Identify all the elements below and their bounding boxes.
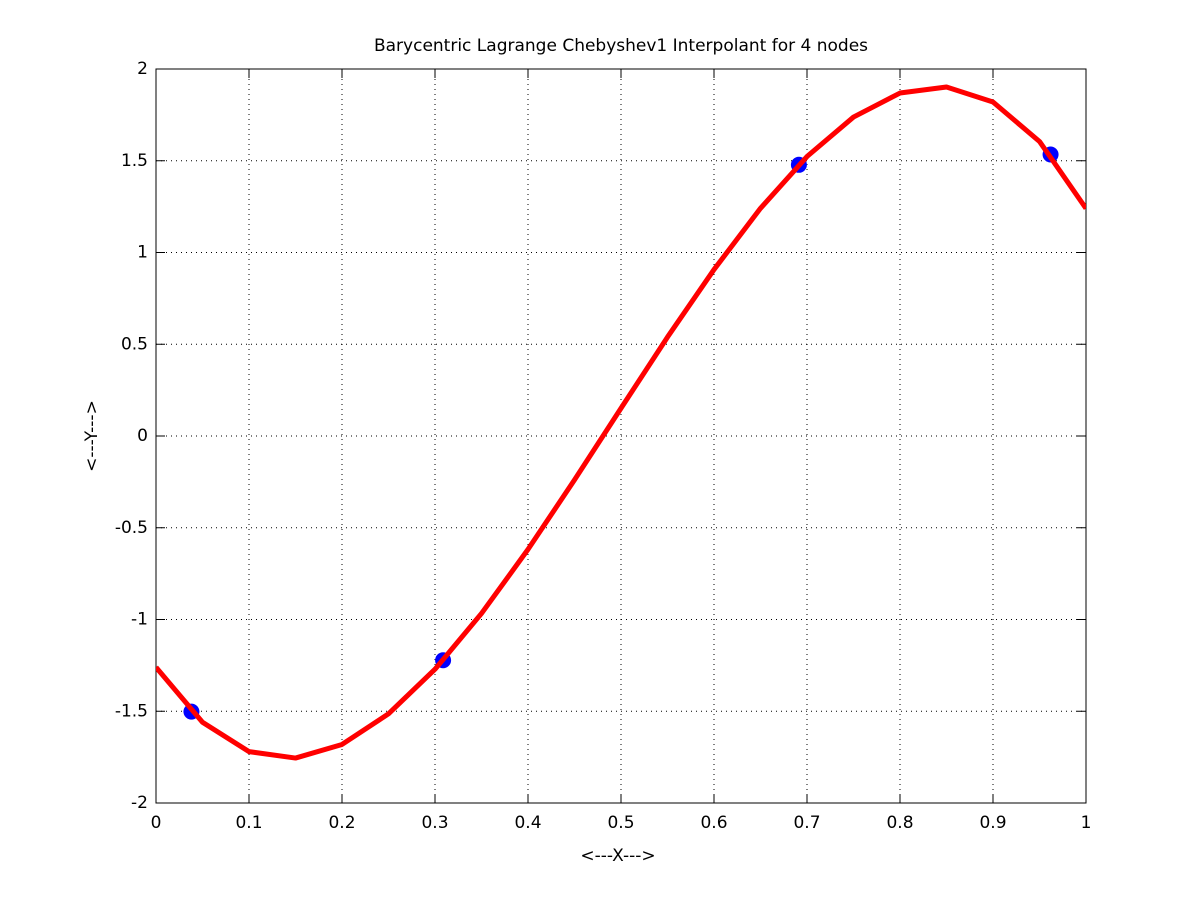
y-tick-label: -1.5 <box>115 701 148 721</box>
x-tick-label: 0.7 <box>793 813 820 833</box>
x-tick-label: 0.1 <box>235 813 262 833</box>
x-tick-label: 0.5 <box>607 813 634 833</box>
y-tick-label: -2 <box>131 793 148 813</box>
x-tick-label: 0.6 <box>700 813 727 833</box>
x-tick-label: 0.9 <box>979 813 1006 833</box>
y-axis-label: <---Y---> <box>82 400 102 472</box>
x-tick-label: 0.3 <box>421 813 448 833</box>
y-tick-label: -0.5 <box>115 518 148 538</box>
y-tick-label: 1.5 <box>121 151 148 171</box>
y-tick-label: 2 <box>137 59 148 79</box>
x-tick-label: 0.8 <box>886 813 913 833</box>
curve <box>156 84 1086 761</box>
x-tick-label: 0 <box>151 813 162 833</box>
y-tick-label: -1 <box>131 610 148 630</box>
x-tick-label: 0.2 <box>328 813 355 833</box>
y-tick-label: 1 <box>137 243 148 263</box>
y-tick-label: 0 <box>137 426 148 446</box>
chart-title: Barycentric Lagrange Chebyshev1 Interpol… <box>374 36 868 56</box>
x-axis-label: <---X---> <box>580 846 655 866</box>
y-tick-label: 0.5 <box>121 334 148 354</box>
x-tick-label: 0.4 <box>514 813 541 833</box>
axes-box <box>155 68 1087 804</box>
x-tick-label: 1 <box>1081 813 1092 833</box>
